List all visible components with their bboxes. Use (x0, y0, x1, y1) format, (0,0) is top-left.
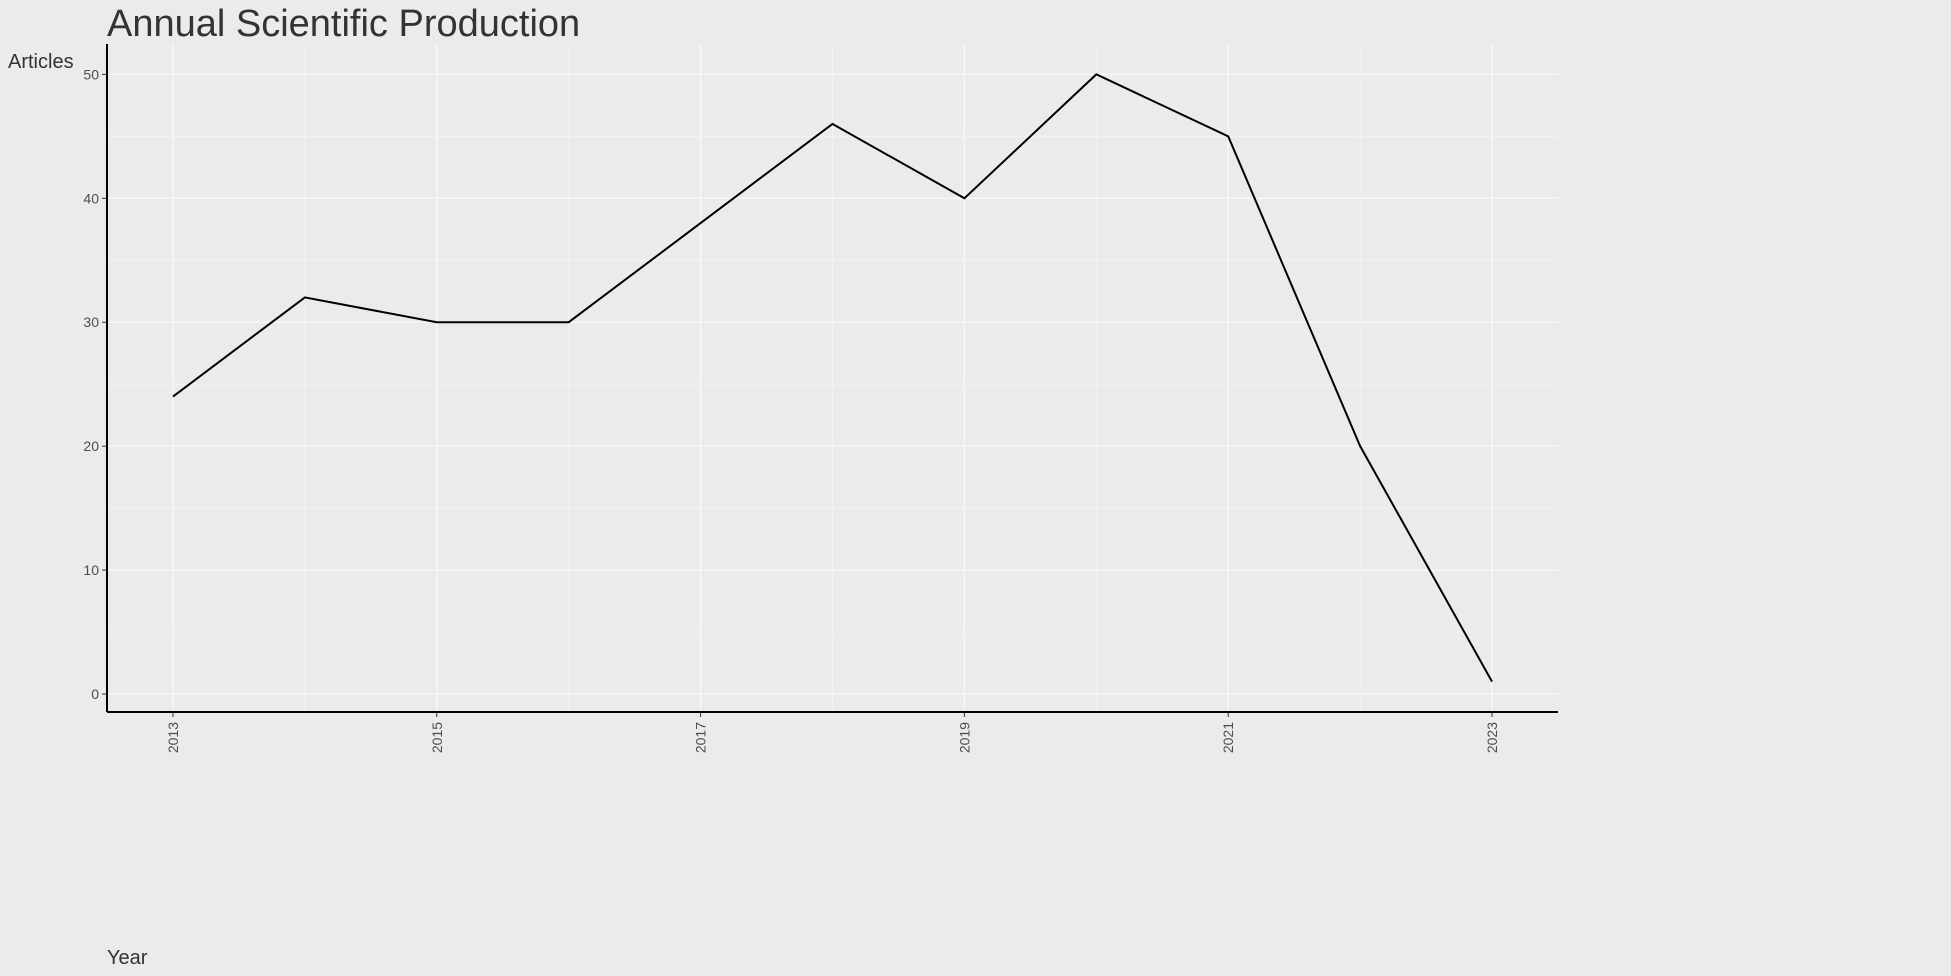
y-tick-label: 20 (83, 438, 99, 454)
y-tick-label: 0 (91, 686, 99, 702)
chart-title: Annual Scientific Production (107, 3, 580, 45)
x-tick-label: 2023 (1484, 722, 1500, 753)
x-tick-label: 2015 (429, 722, 445, 753)
x-axis-label: Year (107, 947, 148, 969)
x-tick-label: 2017 (693, 722, 709, 753)
y-tick-label: 30 (83, 314, 99, 330)
y-tick-label: 10 (83, 562, 99, 578)
x-tick-label: 2021 (1220, 722, 1236, 753)
y-tick-label: 40 (83, 190, 99, 206)
y-tick-label: 50 (83, 66, 99, 82)
x-tick-label: 2013 (165, 722, 181, 753)
y-axis-label: Articles (8, 51, 74, 73)
x-tick-label: 2019 (956, 722, 972, 753)
data-line (172, 73, 1493, 683)
